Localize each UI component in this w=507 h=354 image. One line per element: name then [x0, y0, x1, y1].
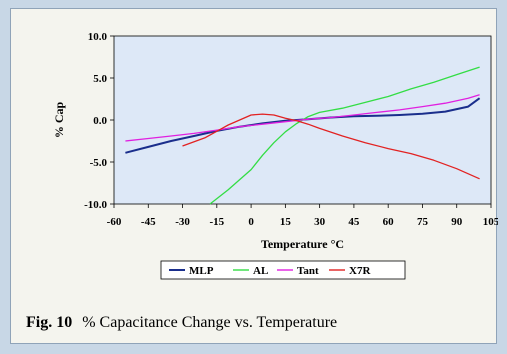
series-line-tant — [125, 94, 480, 142]
y-tick-label: -10.0 — [84, 199, 107, 211]
legend-label-x7r: X7R — [349, 265, 371, 277]
x-tick-label: 90 — [451, 216, 463, 228]
legend-label-mlp: MLP — [189, 265, 214, 277]
series-line-x7r — [182, 113, 480, 180]
y-tick-label: 0.0 — [93, 115, 107, 127]
figure-panel: 10.0 5.0 0.0 -5.0 -10.0 -60 -45 -30 -15 0 15 30 45 60… — [10, 8, 498, 344]
y-tick-label: 10.0 — [88, 31, 108, 43]
figure-caption-text: % Capacitance Change vs. Temperature — [82, 314, 338, 331]
x-tick-label: 0 — [248, 216, 254, 228]
x-tick-label: -15 — [209, 216, 224, 228]
x-tick-label: 45 — [348, 216, 360, 228]
x-tick-label: 105 — [483, 216, 498, 228]
y-tick-label: 5.0 — [93, 73, 107, 85]
figure-caption: Fig. 10 % Capacitance Change vs. Temperat… — [26, 314, 337, 332]
x-tick-label: -60 — [107, 216, 122, 228]
x-tick-label: 75 — [417, 216, 429, 228]
x-tick-label: 15 — [280, 216, 292, 228]
x-tick-label: 30 — [314, 216, 326, 228]
figure-label: Fig. 10 — [26, 314, 73, 331]
series-line-al — [209, 66, 480, 205]
x-tick-label: 60 — [383, 216, 395, 228]
y-tick-label: -5.0 — [90, 157, 108, 169]
legend-label-al: AL — [253, 265, 268, 277]
x-tick-label: -30 — [175, 216, 190, 228]
x-tick-label: -45 — [141, 216, 156, 228]
x-axis-title: Temperature °C — [261, 237, 344, 251]
legend-label-tant: Tant — [297, 265, 319, 277]
chart: 10.0 5.0 0.0 -5.0 -10.0-60 -45 -30 -15 0 15 30 45 60… — [52, 31, 498, 280]
y-axis-title: % Cap — [52, 102, 66, 139]
